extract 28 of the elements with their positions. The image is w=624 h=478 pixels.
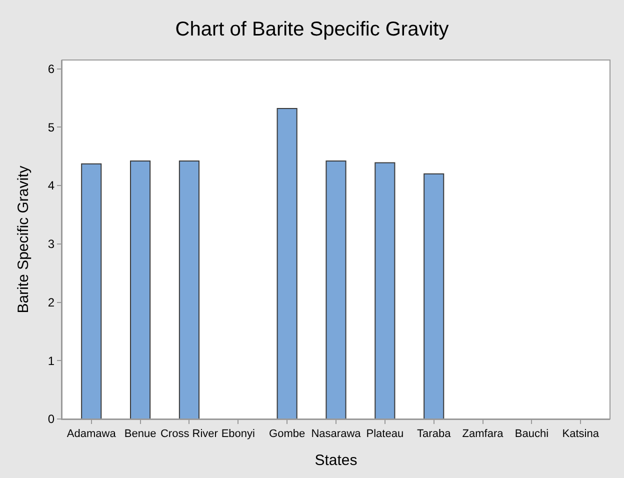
x-tick-label: Zamfara: [462, 428, 504, 440]
y-tick-label: 6: [48, 62, 55, 76]
y-tick-label: 1: [48, 354, 55, 368]
x-tick-label: Cross River: [160, 428, 218, 440]
y-axis-title: Barite Specific Gravity: [15, 165, 32, 314]
x-tick-label: Plateau: [366, 428, 404, 440]
x-tick-label: Gombe: [269, 428, 306, 440]
y-tick-label: 3: [48, 237, 55, 252]
x-tick-label: Bauchi: [514, 428, 549, 440]
y-tick-label: 2: [48, 295, 55, 310]
bar: [178, 160, 200, 419]
x-tick-label: Taraba: [417, 428, 452, 440]
x-axis-title: States: [314, 452, 358, 470]
chart-title: Chart of Barite Specific Gravity: [175, 18, 449, 41]
x-tick-label: Benue: [124, 428, 156, 440]
bar: [130, 160, 151, 419]
y-tick-label: 0: [48, 412, 55, 426]
y-tick-label: 4: [48, 178, 55, 193]
x-tick-label: Adamawa: [66, 428, 117, 440]
bar: [424, 173, 444, 419]
x-tick-label: Katsina: [562, 428, 600, 440]
x-tick-label: Nasarawa: [311, 428, 362, 440]
bar: [326, 160, 346, 419]
x-tick-label: Ebonyi: [221, 428, 255, 440]
y-tick-label: 5: [48, 120, 55, 134]
bar: [374, 162, 396, 419]
bar: [81, 163, 102, 419]
bar: [276, 108, 298, 419]
